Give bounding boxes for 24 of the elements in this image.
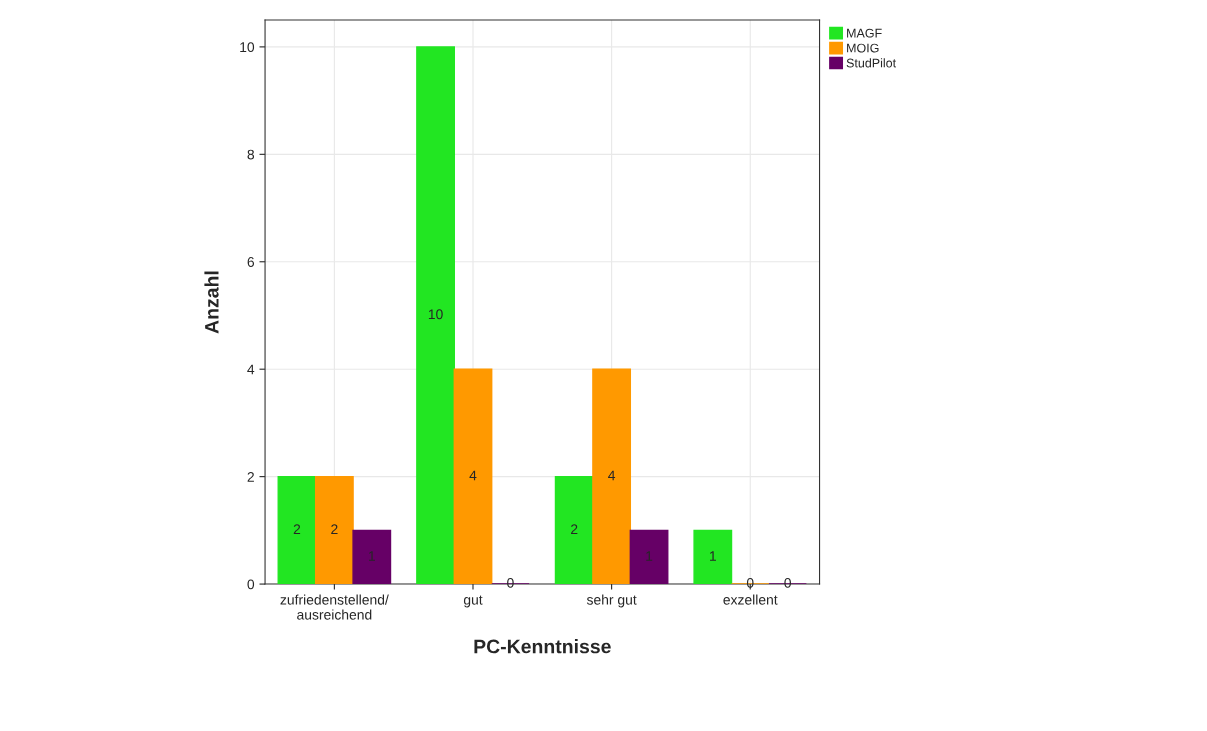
y-tick-label: 6 [247,257,255,267]
data-label: 2 [571,524,578,534]
data-label: 1 [368,551,375,561]
y-tick-label: 4 [247,364,255,375]
x-tick-label: exzellent [723,594,778,605]
y-tick-label: 2 [247,471,254,482]
y-tick-label: 8 [247,149,255,160]
data-label: 4 [608,470,616,481]
data-label: 10 [428,309,443,320]
data-label: 2 [293,524,301,534]
data-label: 1 [710,551,716,561]
legend-label: MAGF [847,28,882,38]
y-tick-label: 0 [247,579,255,590]
legend-label: StudPilot [846,58,897,68]
data-label: 2 [331,524,338,534]
x-tick-label: gut [463,595,483,608]
x-axis-title: PC-Kenntnisse [474,639,611,654]
data-label: 1 [646,551,653,561]
legend-label: MOIG [847,43,879,53]
y-axis-title: Anzahl [204,271,219,334]
y-tick-label: 10 [240,42,255,53]
data-label: 4 [469,470,477,481]
x-tick-label: sehr gut [586,594,637,608]
x-tick-label: zufriedenstellend/ ausreichend [280,594,389,620]
